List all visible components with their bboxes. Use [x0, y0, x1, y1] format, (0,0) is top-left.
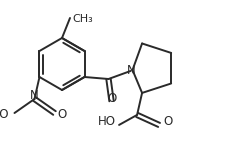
Text: O: O: [107, 92, 116, 105]
Text: N: N: [127, 63, 136, 77]
Text: N: N: [30, 89, 39, 102]
Text: CH₃: CH₃: [72, 14, 93, 24]
Text: HO: HO: [98, 115, 116, 128]
Text: O: O: [163, 115, 172, 128]
Text: O: O: [58, 109, 67, 122]
Text: ⁻O: ⁻O: [0, 109, 8, 122]
